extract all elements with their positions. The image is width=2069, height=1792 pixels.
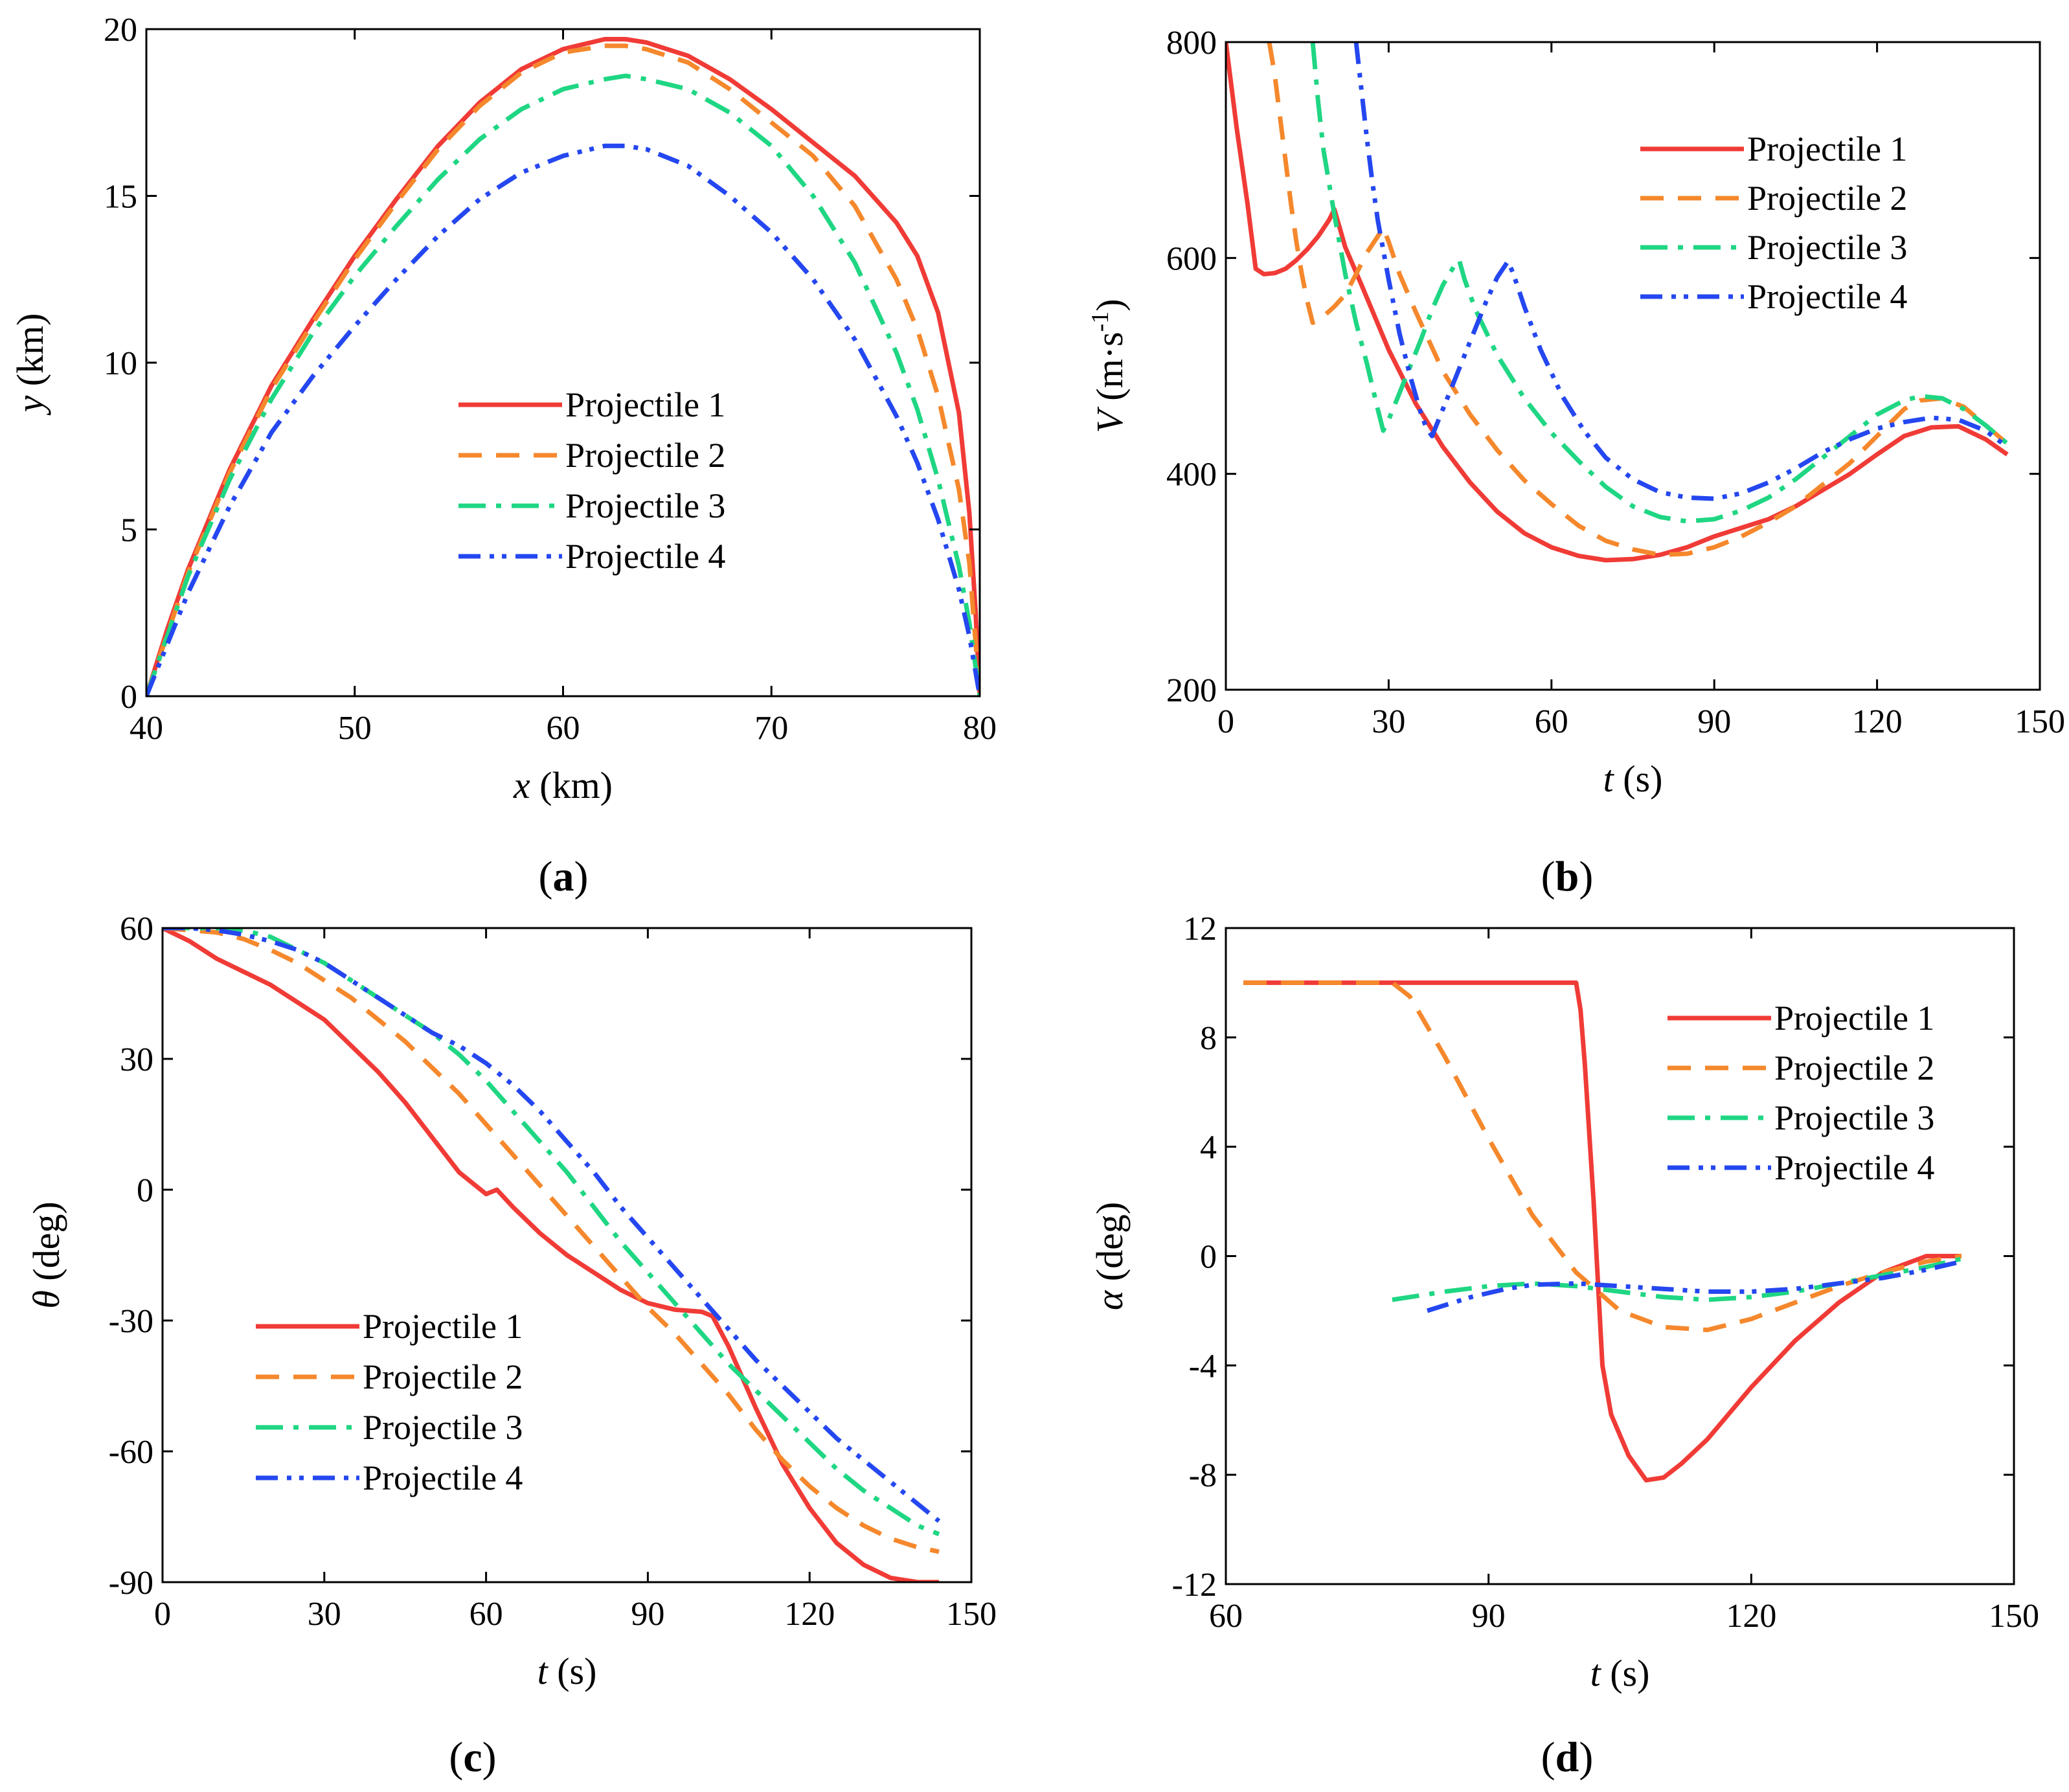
x-axis-label-c: t (s) — [537, 1650, 597, 1692]
x-tick-label-b-2: 60 — [1535, 703, 1568, 740]
y-tick-label-d-4: 4 — [1200, 1129, 1217, 1166]
series-line-b-2 — [1267, 42, 2009, 558]
legend-b: Projectile 1 Projectile 2 Projectile 3 Proj… — [1640, 130, 1907, 316]
legend-label-b-2: Projectile 2 — [1747, 179, 1907, 218]
panel-d: 60 90 120 150 -12 -8 -4 0 4 8 12 t (s) α (deg) Projec… — [1089, 911, 2039, 1781]
legend-label-d-1: Projectile 1 — [1774, 999, 1934, 1038]
x-tick-label-d-2: 120 — [1726, 1598, 1776, 1635]
legend-d: Projectile 1 Projectile 2 Projectile 3 Proj… — [1668, 999, 1934, 1187]
y-tick-label-b-1: 400 — [1166, 457, 1217, 493]
x-tick-label-c-3: 90 — [631, 1596, 664, 1633]
y-tick-label-d-5: 8 — [1200, 1020, 1217, 1057]
series-line-c-2 — [163, 928, 940, 1554]
x-tick-label-c-1: 30 — [308, 1596, 341, 1633]
y-tick-label-d-3: 0 — [1200, 1239, 1217, 1276]
y-tick-label-c-3: 0 — [137, 1172, 153, 1209]
y-tick-label-d-6: 12 — [1183, 911, 1217, 947]
x-axis-label-b: t (s) — [1603, 758, 1663, 800]
legend-label-c-2: Projectile 2 — [363, 1357, 523, 1396]
legend-label-c-4: Projectile 4 — [363, 1458, 523, 1497]
legend-label-a-3: Projectile 3 — [565, 486, 725, 525]
legend-label-b-3: Projectile 3 — [1747, 228, 1907, 267]
x-tick-label-a-3: 70 — [754, 710, 788, 747]
series-line-d-1 — [1243, 980, 1962, 1483]
x-tick-label-c-0: 0 — [154, 1596, 171, 1633]
legend-label-a-4: Projectile 4 — [565, 537, 725, 576]
legend-label-b-1: Projectile 1 — [1747, 130, 1907, 168]
series-line-c-3 — [163, 928, 940, 1537]
panel-label-a: (a) — [539, 853, 589, 900]
series-line-c-1 — [163, 928, 939, 1582]
legend-a: Projectile 1 Projectile 2 Projectile 3 Proj… — [458, 385, 725, 576]
y-axis-label-a: y (km) — [9, 313, 51, 416]
legend-c: Projectile 1 Projectile 2 Projectile 3 Proj… — [256, 1307, 523, 1497]
plot-frame-b — [1225, 41, 2041, 691]
series-line-b-3 — [1310, 42, 2009, 524]
x-axis-label-a: x (km) — [513, 764, 613, 806]
y-tick-label-d-0: -12 — [1172, 1567, 1217, 1604]
y-tick-label-d-1: -8 — [1189, 1457, 1217, 1494]
x-tick-label-a-2: 60 — [547, 710, 580, 747]
y-axis-label-c: θ (deg) — [25, 1201, 67, 1308]
x-tick-label-a-1: 50 — [338, 710, 372, 747]
legend-label-d-3: Projectile 3 — [1774, 1098, 1934, 1137]
x-tick-label-c-4: 120 — [784, 1596, 835, 1633]
y-tick-label-d-2: -4 — [1189, 1348, 1217, 1385]
x-tick-label-d-0: 60 — [1209, 1598, 1243, 1635]
y-tick-label-c-0: -90 — [109, 1565, 153, 1602]
legend-label-c-3: Projectile 3 — [363, 1408, 523, 1447]
series-line-d-2 — [1243, 980, 1962, 1332]
x-tick-label-a-4: 80 — [963, 710, 997, 747]
y-tick-label-c-1: -60 — [109, 1434, 153, 1471]
legend-label-d-4: Projectile 4 — [1774, 1148, 1934, 1187]
x-tick-label-b-4: 120 — [1852, 703, 1903, 740]
y-tick-label-a-3: 15 — [104, 179, 137, 216]
panel-label-d: (d) — [1541, 1734, 1594, 1781]
series-line-d-3 — [1392, 1256, 1962, 1302]
x-tick-label-a-0: 40 — [130, 710, 163, 747]
y-tick-label-c-4: 30 — [120, 1041, 153, 1078]
y-tick-label-c-2: -30 — [109, 1303, 153, 1340]
y-tick-label-a-4: 20 — [104, 12, 137, 49]
x-tick-label-b-0: 0 — [1217, 703, 1234, 740]
y-tick-label-b-3: 800 — [1166, 25, 1217, 62]
legend-label-b-4: Projectile 4 — [1747, 277, 1907, 316]
x-tick-label-c-2: 60 — [469, 1596, 503, 1633]
legend-label-c-1: Projectile 1 — [363, 1307, 523, 1346]
series-line-d-4 — [1426, 1259, 1962, 1313]
x-tick-label-d-1: 90 — [1472, 1598, 1506, 1635]
x-tick-label-d-3: 150 — [1989, 1598, 2039, 1635]
legend-label-a-1: Projectile 1 — [565, 385, 725, 424]
y-axis-label-d: α (deg) — [1089, 1202, 1131, 1310]
y-tick-label-a-1: 5 — [120, 512, 137, 549]
panel-label-c: (c) — [449, 1734, 496, 1781]
y-tick-label-b-2: 600 — [1166, 240, 1217, 277]
series-line-b-1 — [1226, 42, 2009, 563]
series-line-a-2 — [146, 43, 980, 696]
y-tick-label-a-2: 10 — [104, 345, 137, 382]
series-line-a-3 — [146, 73, 980, 696]
plot-frame-a — [145, 28, 981, 698]
x-axis-label-d: t (s) — [1590, 1652, 1650, 1694]
series-line-c-4 — [163, 928, 941, 1523]
series-line-a-1 — [146, 37, 980, 696]
legend-label-d-2: Projectile 2 — [1774, 1049, 1934, 1087]
series-line-b-4 — [1353, 42, 2009, 501]
x-tick-label-b-5: 150 — [2015, 703, 2065, 740]
x-tick-label-b-1: 30 — [1372, 703, 1405, 740]
x-tick-label-b-3: 90 — [1697, 703, 1731, 740]
y-tick-label-a-0: 0 — [120, 679, 137, 716]
panel-b: 0 30 60 90 120 150 200 400 600 800 t (s) V (m·s-1) P… — [1087, 25, 2065, 900]
y-tick-label-c-5: 60 — [120, 911, 153, 947]
panel-a: 40 50 60 70 80 0 5 10 15 20 x (km) y (km) Projectile… — [9, 12, 997, 900]
panel-c: 0 30 60 90 120 150 -90 -60 -30 0 30 60 t (s) θ (deg) P… — [25, 911, 997, 1781]
panel-label-b: (b) — [1541, 853, 1594, 900]
series-line-a-4 — [146, 143, 980, 696]
y-tick-label-b-0: 200 — [1166, 672, 1217, 709]
x-tick-label-c-5: 150 — [946, 1596, 997, 1633]
legend-label-a-2: Projectile 2 — [565, 436, 725, 475]
plot-frame-c — [161, 927, 973, 1583]
y-axis-label-b: V (m·s-1) — [1087, 299, 1131, 433]
